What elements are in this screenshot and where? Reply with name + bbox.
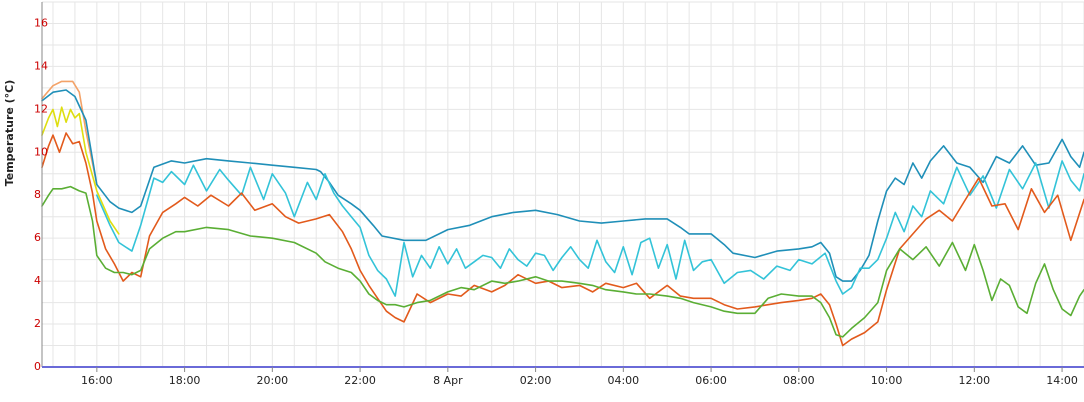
- x-tick-label: 04:00: [607, 374, 639, 387]
- x-tick-label: 02:00: [520, 374, 552, 387]
- x-tick-label: 22:00: [344, 374, 376, 387]
- x-tick-label: 12:00: [958, 374, 990, 387]
- y-tick-label: 16: [34, 16, 48, 29]
- x-tick-label: 08:00: [783, 374, 815, 387]
- y-tick-label: 14: [34, 59, 48, 72]
- series-lines: [41, 80, 1084, 347]
- y-tick-label: 8: [34, 188, 41, 201]
- x-tick-label: 20:00: [256, 374, 288, 387]
- x-tick-label: 10:00: [871, 374, 903, 387]
- x-tick-label: 18:00: [169, 374, 201, 387]
- series-line-yellow: [41, 106, 120, 235]
- series-line-orange: [41, 132, 1084, 347]
- y-tick-label: 0: [34, 360, 41, 373]
- series-line-teal: [41, 89, 1084, 282]
- y-tick-label: 12: [34, 102, 48, 115]
- series-line-salmon: [41, 80, 98, 186]
- axes: 0 2 4 6 8 10 12 14 16 16:00 18:00 20:00 22:00 8 Apr 02…: [34, 2, 1084, 387]
- x-tick-label: 14:00: [1046, 374, 1078, 387]
- y-tick-label: 4: [34, 274, 41, 287]
- x-tick-label: 8 Apr: [433, 374, 463, 387]
- y-tick-label: 6: [34, 231, 41, 244]
- series-line-cyan: [96, 160, 1084, 297]
- x-tick-label: 16:00: [81, 374, 113, 387]
- y-axis-label: Temperature (°C): [3, 80, 16, 187]
- x-tick-label: 06:00: [695, 374, 727, 387]
- y-tick-label: 10: [34, 145, 48, 158]
- series-line-green: [41, 185, 1084, 338]
- y-tick-label: 2: [34, 317, 41, 330]
